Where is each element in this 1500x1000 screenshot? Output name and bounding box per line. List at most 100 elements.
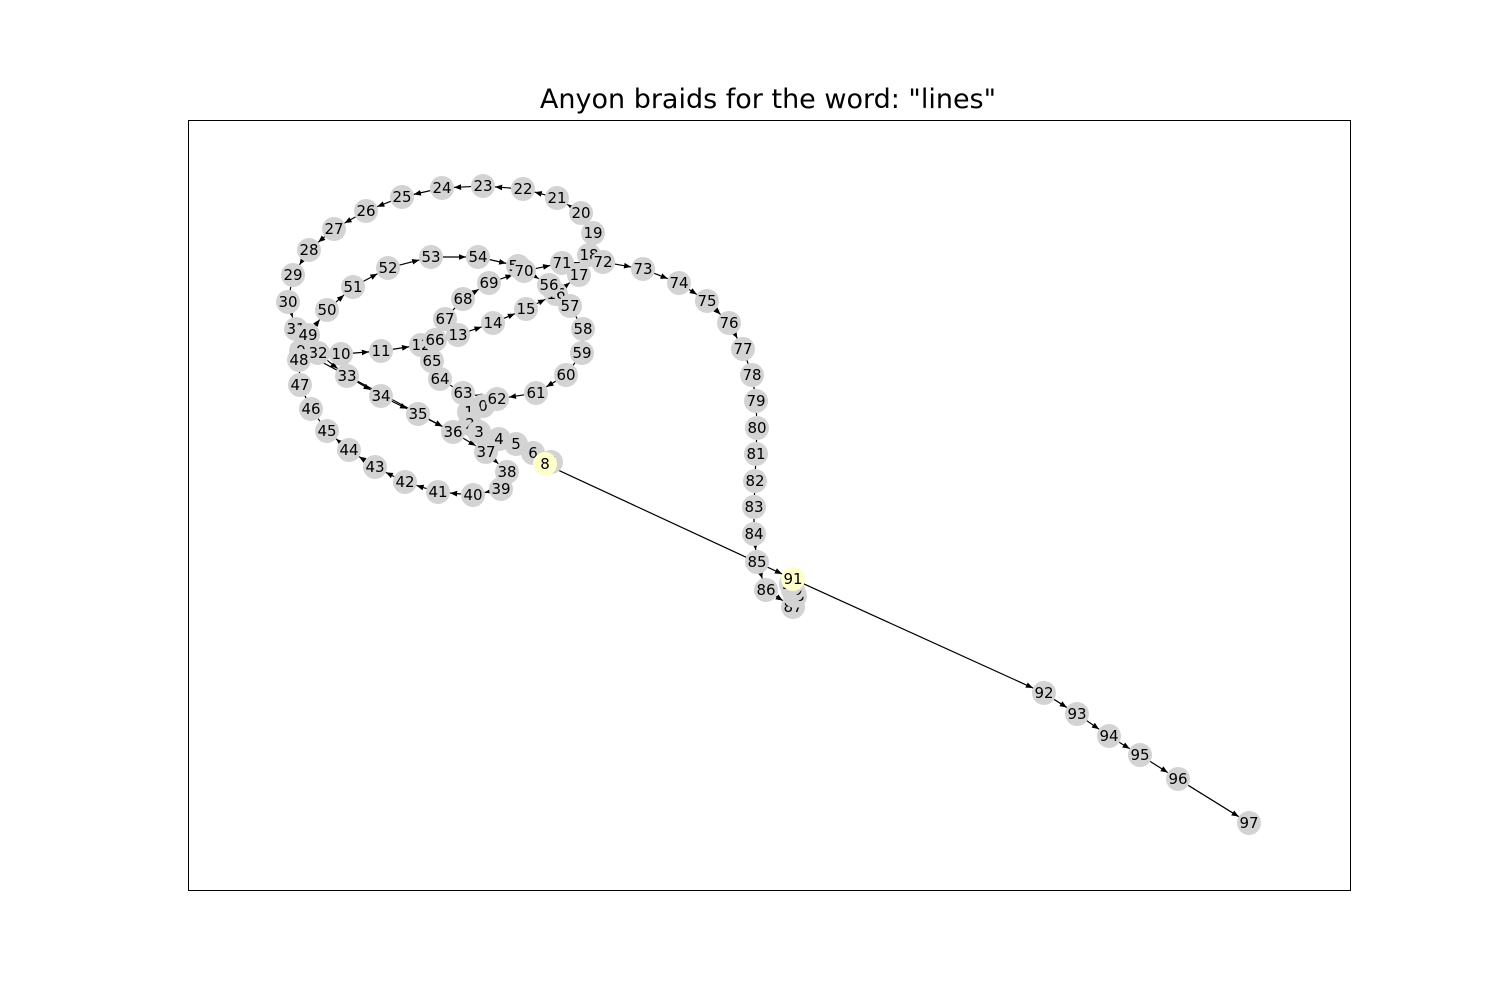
edge-16-17 [562, 282, 571, 290]
edge-26-27 [344, 216, 356, 224]
node-80: 80 [745, 416, 769, 440]
node-label: 30 [278, 293, 297, 311]
node-72: 72 [591, 250, 615, 274]
node-53: 53 [419, 245, 443, 269]
edge-36-37 [462, 437, 477, 447]
edge-29-30 [289, 286, 292, 291]
node-label: 92 [1034, 684, 1053, 702]
node-label: 80 [747, 419, 766, 437]
node-circle [306, 341, 330, 365]
node-94: 94 [1097, 724, 1121, 748]
node-circle [337, 438, 361, 462]
edge-34-35 [391, 400, 408, 410]
node-circle [533, 452, 557, 476]
node-label: 59 [572, 344, 591, 362]
node-circle [742, 495, 766, 519]
node-26: 26 [354, 199, 378, 223]
edge-42-43 [385, 471, 395, 479]
node-36: 36 [441, 420, 465, 444]
node-label: 27 [324, 220, 343, 238]
node-56: 56 [537, 273, 561, 297]
node-label: 91 [783, 570, 802, 588]
node-79: 79 [744, 389, 768, 413]
node-93: 93 [1065, 702, 1089, 726]
edge-37-38 [491, 456, 499, 465]
node-label: 49 [298, 326, 317, 344]
node-49: 49 [296, 323, 320, 347]
node-circle [315, 419, 339, 443]
node-circle [297, 238, 321, 262]
node-34: 34 [369, 384, 393, 408]
nodes-layer: 0123456789101112131415161718192021222324… [276, 174, 1261, 835]
node-label: 45 [317, 422, 336, 440]
node-43: 43 [363, 455, 387, 479]
node-circle [744, 442, 768, 466]
node-96: 96 [1166, 767, 1190, 791]
node-59: 59 [570, 341, 594, 365]
node-label: 86 [756, 581, 775, 599]
node-30: 30 [276, 290, 300, 314]
edge-22-23 [494, 184, 512, 191]
edge-73-74 [653, 272, 669, 280]
edge-49-50 [313, 319, 321, 328]
edge-50-51 [335, 294, 345, 303]
node-label: 67 [435, 310, 454, 328]
node-circle [754, 578, 778, 602]
node-76: 76 [717, 311, 741, 335]
node-circle [581, 221, 605, 245]
node-circle [276, 290, 300, 314]
edge-85-86 [757, 570, 763, 579]
node-44: 44 [337, 438, 361, 462]
edge-93-94 [1086, 720, 1100, 730]
node-25: 25 [390, 185, 414, 209]
node-60: 60 [554, 363, 578, 387]
node-86: 86 [754, 578, 778, 602]
node-label: 74 [669, 274, 688, 292]
node-circle [288, 373, 312, 397]
node-circle [554, 363, 578, 387]
node-61: 61 [524, 381, 548, 405]
edge-60-61 [545, 380, 557, 388]
node-15: 15 [514, 297, 538, 321]
node-circle [731, 337, 755, 361]
node-label: 11 [371, 342, 390, 360]
node-circle [441, 420, 465, 444]
node-circle [315, 298, 339, 322]
node-label: 63 [453, 384, 472, 402]
node-circle [471, 174, 495, 198]
node-label: 28 [299, 241, 318, 259]
edge-68-69 [471, 288, 480, 296]
node-circle [558, 294, 582, 318]
edge-74-75 [688, 288, 698, 296]
node-20: 20 [569, 201, 593, 225]
node-label: 19 [583, 224, 602, 242]
node-label: 50 [317, 301, 336, 319]
edge-54-55 [489, 258, 507, 265]
node-label: 14 [483, 314, 502, 332]
node-circle [446, 323, 470, 347]
node-63: 63 [451, 381, 475, 405]
node-circle [524, 381, 548, 405]
node-circle [299, 397, 323, 421]
edge-20-21 [566, 203, 575, 211]
node-circle [745, 550, 769, 574]
node-46: 46 [299, 397, 323, 421]
node-73: 73 [631, 257, 655, 281]
node-48: 48 [287, 348, 311, 372]
edge-21-22 [534, 191, 546, 197]
node-8: 8 [533, 452, 557, 476]
node-circle [354, 199, 378, 223]
node-47: 47 [288, 373, 312, 397]
node-28: 28 [297, 238, 321, 262]
node-label: 85 [747, 553, 766, 571]
node-label: 75 [697, 292, 716, 310]
node-97: 97 [1237, 811, 1261, 835]
node-circle [481, 311, 505, 335]
node-label: 33 [337, 367, 356, 385]
node-label: 8 [540, 455, 550, 473]
edge-75-76 [713, 307, 721, 315]
node-label: 24 [432, 179, 451, 197]
node-label: 4 [494, 430, 504, 448]
edge-63-64 [449, 384, 454, 388]
